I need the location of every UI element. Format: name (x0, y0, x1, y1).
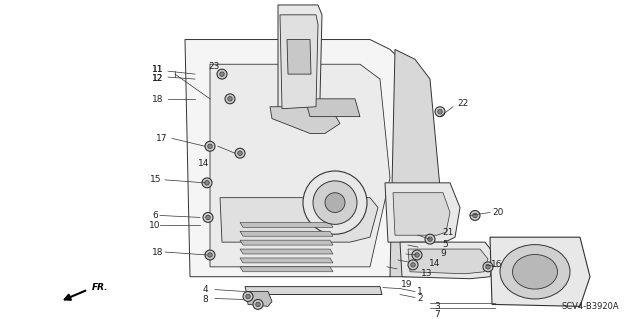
Circle shape (411, 263, 415, 267)
Text: 18: 18 (152, 95, 164, 104)
Text: 19: 19 (401, 280, 413, 289)
Text: 13: 13 (421, 269, 433, 278)
Circle shape (203, 212, 213, 222)
Polygon shape (240, 240, 333, 245)
Text: 23: 23 (208, 62, 220, 71)
Text: 9: 9 (440, 249, 446, 258)
Circle shape (303, 171, 367, 234)
Ellipse shape (513, 255, 557, 289)
Text: 20: 20 (492, 208, 504, 217)
Polygon shape (280, 15, 318, 109)
Polygon shape (240, 222, 333, 227)
Circle shape (473, 213, 477, 218)
Text: 6: 6 (152, 211, 158, 220)
Text: 5: 5 (442, 240, 448, 249)
Text: FR.: FR. (92, 283, 109, 292)
Circle shape (228, 97, 232, 101)
Polygon shape (278, 5, 322, 114)
Circle shape (205, 141, 215, 151)
Circle shape (483, 262, 493, 272)
Text: 12: 12 (152, 74, 164, 83)
Circle shape (428, 237, 432, 241)
Circle shape (415, 253, 419, 257)
Text: 21: 21 (442, 228, 454, 237)
Polygon shape (393, 193, 450, 235)
Circle shape (205, 215, 211, 220)
Circle shape (325, 193, 345, 212)
Text: 12: 12 (152, 74, 164, 83)
Polygon shape (490, 237, 590, 306)
Circle shape (243, 292, 253, 301)
Polygon shape (287, 40, 311, 74)
Circle shape (256, 302, 260, 307)
Circle shape (486, 265, 490, 269)
Circle shape (217, 69, 227, 79)
Circle shape (246, 294, 250, 299)
Circle shape (237, 151, 243, 155)
Text: 17: 17 (156, 134, 168, 143)
Polygon shape (240, 231, 333, 236)
Circle shape (202, 178, 212, 188)
Polygon shape (400, 242, 495, 279)
Polygon shape (240, 249, 333, 254)
Polygon shape (240, 258, 333, 263)
Circle shape (470, 211, 480, 220)
Circle shape (253, 300, 263, 309)
Polygon shape (240, 267, 333, 272)
Text: 11: 11 (152, 65, 164, 74)
Polygon shape (390, 49, 440, 277)
Circle shape (205, 250, 215, 260)
Circle shape (438, 109, 442, 114)
Text: 14: 14 (198, 159, 210, 167)
Circle shape (225, 94, 235, 104)
Text: 22: 22 (458, 99, 468, 108)
Circle shape (220, 72, 224, 76)
Polygon shape (210, 64, 390, 267)
Polygon shape (305, 99, 360, 117)
Text: 8: 8 (202, 295, 208, 304)
Polygon shape (245, 286, 382, 294)
Text: 11: 11 (152, 65, 164, 74)
Text: 1: 1 (417, 287, 423, 296)
Circle shape (412, 250, 422, 260)
Polygon shape (385, 183, 460, 242)
Text: 18: 18 (152, 248, 164, 256)
Polygon shape (220, 198, 378, 242)
Text: 15: 15 (150, 175, 162, 184)
Text: 10: 10 (149, 221, 161, 230)
Text: 2: 2 (417, 294, 423, 303)
Circle shape (205, 181, 209, 185)
Polygon shape (270, 107, 340, 133)
Circle shape (313, 181, 357, 224)
Polygon shape (246, 292, 272, 306)
Text: 3: 3 (434, 302, 440, 311)
Polygon shape (408, 249, 488, 274)
Circle shape (425, 234, 435, 244)
Circle shape (235, 148, 245, 158)
Text: SCV4-B3920A: SCV4-B3920A (561, 302, 619, 311)
Circle shape (208, 253, 212, 257)
Text: 14: 14 (429, 259, 441, 268)
Circle shape (435, 107, 445, 117)
Circle shape (408, 260, 418, 270)
Ellipse shape (500, 245, 570, 299)
Text: 7: 7 (434, 310, 440, 319)
FancyArrowPatch shape (65, 291, 85, 300)
Polygon shape (185, 40, 420, 277)
Text: 16: 16 (492, 260, 503, 269)
Text: 4: 4 (202, 285, 208, 294)
Circle shape (208, 144, 212, 148)
